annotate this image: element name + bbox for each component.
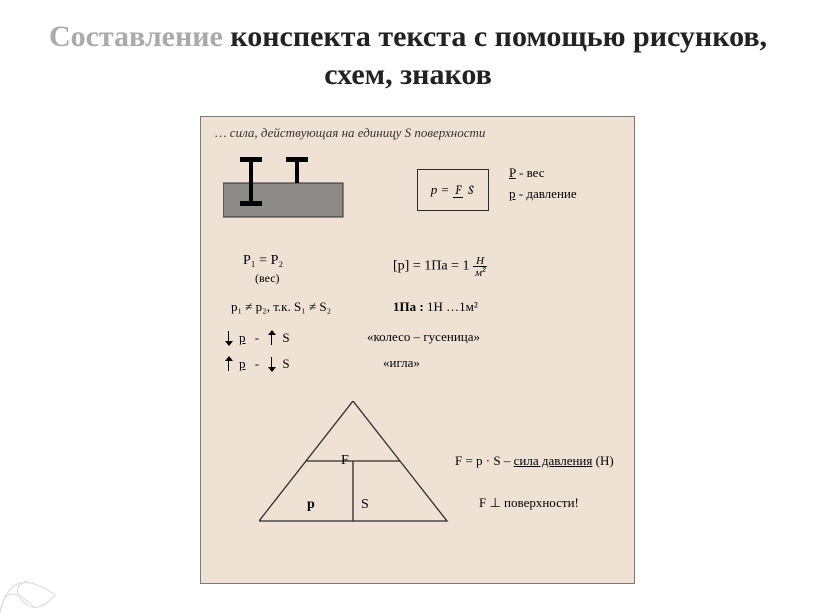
arrow-r2-p: p xyxy=(239,356,246,372)
legend: P - вес p - давление xyxy=(509,163,577,205)
legend-P-label: - вес xyxy=(516,165,545,180)
formula-lhs: p = xyxy=(431,182,450,198)
arrow-relations: p - S p - S xyxy=(225,325,290,377)
arrow-r1-p: p xyxy=(239,330,246,346)
apparatus-diagram xyxy=(223,153,353,225)
triangle-S: S xyxy=(361,497,369,513)
eq-FpS-ul: сила давления xyxy=(514,453,593,468)
eq-p1p2-caption: (вес) xyxy=(255,271,280,286)
legend-p-label: - давление xyxy=(516,186,577,201)
formula-box: p = F S xyxy=(417,169,489,211)
eq-1pa-b: 1Па : xyxy=(393,299,424,314)
legend-P: P xyxy=(509,165,516,180)
eq-1pa-rest: 1Н …1м² xyxy=(424,299,478,314)
arrow-r1-S: S xyxy=(282,330,289,346)
title-faded: Составление xyxy=(49,20,223,53)
triangle-p: p xyxy=(307,497,315,513)
eq-1pa: 1Па : 1Н …1м² xyxy=(393,299,478,315)
arrow-row-1: p - S xyxy=(225,325,290,351)
formula-den: S xyxy=(466,183,475,197)
example-needle: «игла» xyxy=(383,355,420,371)
arrow-up-icon xyxy=(268,331,276,345)
title-rest: конспекта текста с помощью рисунков, схе… xyxy=(223,20,767,91)
arrow-r2-S: S xyxy=(282,356,289,372)
arrow-down-icon xyxy=(268,357,276,371)
arrow-down-icon xyxy=(225,331,233,345)
slide-title: Составление конспекта текста с помощью р… xyxy=(0,0,816,93)
eq-Fperp: F ⊥ поверхности! xyxy=(479,495,579,511)
definition-text: … сила, действующая на единицу S поверхн… xyxy=(215,125,485,141)
example-wheel: «колесо – гусеница» xyxy=(367,329,480,345)
triangle-diagram xyxy=(259,401,449,525)
corner-swirl xyxy=(0,523,90,613)
arrow-row-2: p - S xyxy=(225,351,290,377)
eq-p1nep2: p₁ ≠ p₂, т.к. S₁ ≠ S₂ xyxy=(231,299,331,315)
eq-dim-den: м² xyxy=(473,267,487,278)
eq-dim: [p] = 1Па = 1 Нм² xyxy=(393,255,487,278)
formula-num: F xyxy=(453,183,463,198)
arrow-up-icon xyxy=(225,357,233,371)
eq-FpS: F = p · S – сила давления (Н) xyxy=(455,453,614,469)
triangle-F: F xyxy=(341,453,349,469)
eq-p1p2: P₁ = P₂ xyxy=(243,253,283,269)
eq-FpS-post: (Н) xyxy=(592,453,613,468)
content-frame: … сила, действующая на единицу S поверхн… xyxy=(200,116,635,584)
eq-dim-pre: [p] = 1Па = 1 xyxy=(393,259,473,274)
eq-FpS-pre: F = p · S – xyxy=(455,453,514,468)
